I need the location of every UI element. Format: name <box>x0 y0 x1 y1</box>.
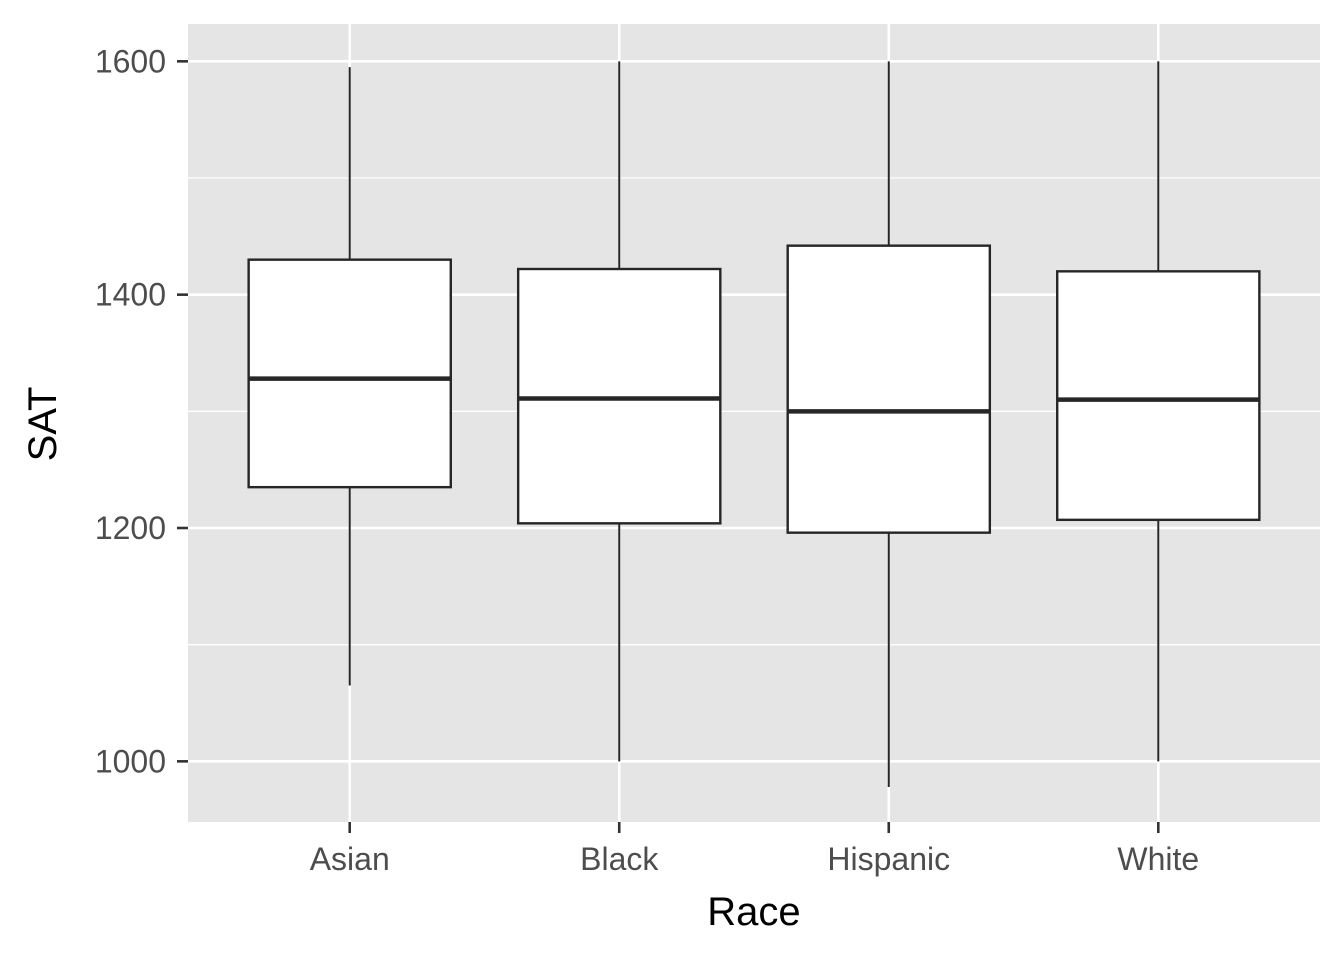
box-iqr <box>247 258 452 489</box>
y-tick-label: 1000 <box>95 743 166 779</box>
box-iqr <box>1056 270 1261 522</box>
x-axis: Asian Black Hispanic White <box>310 822 1199 877</box>
box-hispanic <box>786 61 992 787</box>
box-black <box>516 61 722 762</box>
y-tick-label: 1600 <box>95 43 166 79</box>
y-axis-title: SAT <box>21 387 65 462</box>
x-tick-label: White <box>1117 841 1199 877</box>
y-axis: 1000 1200 1400 1600 <box>95 43 188 779</box>
box-white <box>1056 61 1261 762</box>
box-iqr <box>516 267 722 525</box>
x-tick-label: Hispanic <box>827 841 950 877</box>
y-tick-label: 1200 <box>95 510 166 546</box>
x-tick-label: Asian <box>310 841 390 877</box>
y-tick-label: 1400 <box>95 277 166 313</box>
x-axis-title: Race <box>707 890 800 934</box>
box-asian <box>247 67 452 686</box>
box-iqr <box>786 244 992 534</box>
x-tick-label: Black <box>580 841 659 877</box>
boxes <box>247 61 1261 787</box>
